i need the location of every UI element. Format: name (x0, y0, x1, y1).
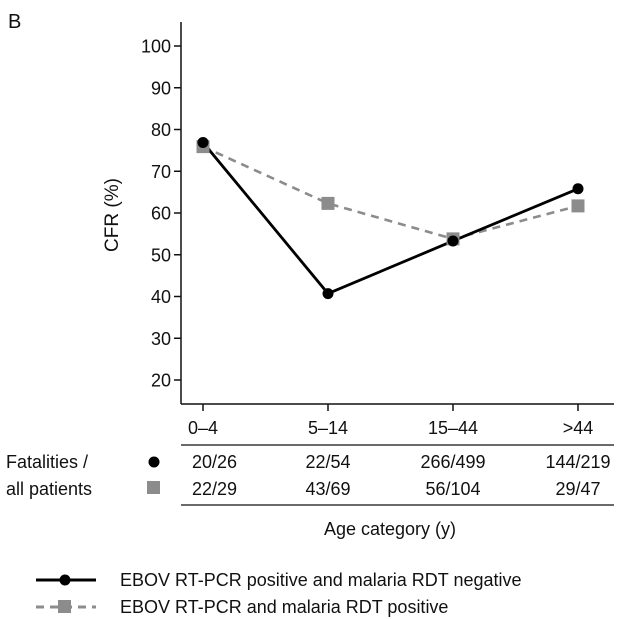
y-tick-label: 40 (151, 287, 171, 307)
legend-marker-1 (59, 574, 71, 586)
table-cell: 144/219 (545, 452, 610, 472)
y-axis: 20 30 40 50 60 70 80 90 100 (141, 22, 182, 404)
table-cell: 56/104 (425, 479, 480, 499)
series-1-point (197, 136, 209, 148)
table-row-label-line2: all patients (6, 479, 92, 499)
y-tick-label: 20 (151, 371, 171, 391)
y-tick-label: 60 (151, 204, 171, 224)
panel-label: B (8, 11, 21, 33)
series-line-2 (202, 145, 579, 241)
x-ticks: 0–4 5–14 15–44 >44 (188, 404, 593, 438)
legend-entry-1: EBOV RT-PCR positive and malaria RDT neg… (36, 570, 522, 590)
table-row-marker-square (147, 481, 160, 494)
y-ticks: 20 30 40 50 60 70 80 90 100 (141, 37, 181, 391)
table-cell: 43/69 (305, 479, 350, 499)
y-tick-label: 80 (151, 120, 171, 140)
y-tick-label: 90 (151, 78, 171, 98)
data-table: Fatalities / all patients 20/26 22/54 266/… (6, 444, 614, 506)
table-cell: 22/29 (192, 479, 237, 499)
legend-label-1: EBOV RT-PCR positive and malaria RDT neg… (120, 570, 522, 590)
x-tick-label: 5–14 (308, 418, 348, 438)
series-1-point (447, 235, 459, 247)
series-1-point (572, 183, 584, 195)
y-tick-label: 70 (151, 162, 171, 182)
legend-label-2: EBOV RT-PCR and malaria RDT positive (120, 597, 448, 617)
legend: EBOV RT-PCR positive and malaria RDT neg… (36, 570, 522, 617)
x-axis-label: Age category (y) (324, 519, 456, 539)
y-tick-label: 30 (151, 329, 171, 349)
x-tick-label: >44 (563, 418, 594, 438)
series-2-point (321, 196, 335, 210)
series-line-1 (201, 141, 579, 295)
x-tick-label: 15–44 (428, 418, 478, 438)
y-tick-label: 50 (151, 245, 171, 265)
table-cell: 22/54 (305, 452, 350, 472)
series-1-point (322, 288, 334, 300)
legend-entry-2: EBOV RT-PCR and malaria RDT positive (36, 597, 448, 617)
series-2-point (571, 199, 585, 213)
table-cell: 29/47 (555, 479, 600, 499)
legend-marker-2 (58, 600, 71, 613)
table-cells: 20/26 22/54 266/499 144/219 22/29 43/69 56/104… (192, 452, 611, 499)
table-cell: 266/499 (420, 452, 485, 472)
x-axis: 0–4 5–14 15–44 >44 (181, 403, 614, 438)
table-cell: 20/26 (192, 452, 237, 472)
y-tick-label: 100 (141, 37, 171, 57)
series-layer (196, 136, 585, 300)
table-row-marker-circle (148, 456, 160, 468)
table-row-label-line1: Fatalities / (6, 452, 88, 472)
y-axis-label: CFR (%) (102, 178, 123, 252)
x-tick-label: 0–4 (188, 418, 218, 438)
